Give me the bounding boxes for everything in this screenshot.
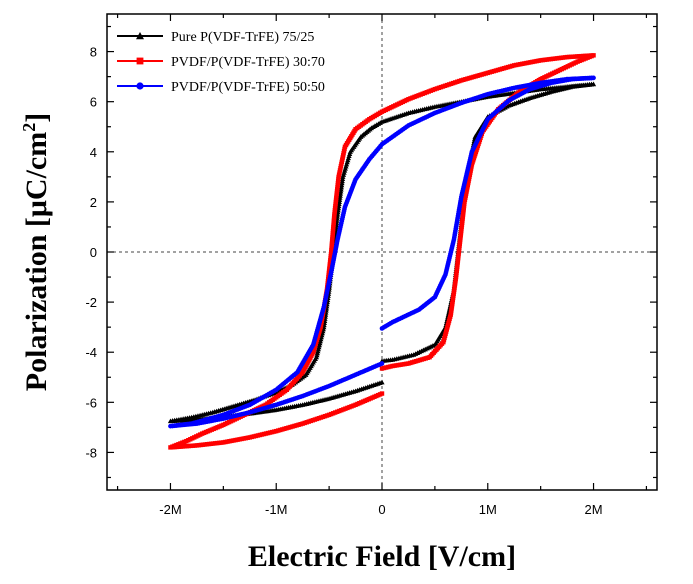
series-marker xyxy=(379,366,385,371)
y-tick-label: -8 xyxy=(85,445,97,460)
x-axis-title: Electric Field [V/cm] xyxy=(248,540,516,573)
legend-marker xyxy=(136,57,144,65)
x-tick-label: 0 xyxy=(378,502,385,517)
x-tick-label: -1M xyxy=(265,502,287,517)
y-axis-title-sup: 2 xyxy=(19,123,39,132)
legend: Pure P(VDF-TrFE) 75/25 PVDF/P(VDF-TrFE) 3… xyxy=(117,30,325,95)
x-tick-label: 2M xyxy=(585,502,603,517)
series-2 xyxy=(168,53,596,450)
y-axis-title-main: Polarization [μC/cm xyxy=(20,132,53,391)
y-axis-title: Polarization [μC/cm2] xyxy=(19,113,53,391)
x-tick-label: -2M xyxy=(159,502,181,517)
legend-label: Pure P(VDF-TrFE) 75/25 xyxy=(171,30,314,45)
y-tick-label: 6 xyxy=(90,95,97,110)
y-tick-label: -4 xyxy=(85,345,97,360)
y-tick-label: 0 xyxy=(90,245,97,260)
series-layer xyxy=(167,53,597,450)
y-tick-label: -6 xyxy=(85,395,97,410)
legend-marker xyxy=(136,32,144,40)
x-tick-label: 1M xyxy=(479,502,497,517)
legend-marker xyxy=(136,82,144,90)
legend-label: PVDF/P(VDF-TrFE) 50:50 xyxy=(171,80,325,95)
series-1 xyxy=(167,81,597,424)
legend-label: PVDF/P(VDF-TrFE) 30:70 xyxy=(171,55,325,70)
ticks-layer: -2M -1M 0 1M 2M -8 -6 -4 -2 0 2 4 6 8 xyxy=(85,14,657,517)
y-tick-label: -2 xyxy=(85,295,97,310)
reference-lines xyxy=(107,14,657,490)
series-marker xyxy=(379,326,385,331)
series-3 xyxy=(168,75,596,429)
y-tick-label: 2 xyxy=(90,195,97,210)
y-tick-label: 8 xyxy=(90,45,97,60)
y-axis-title-close: ] xyxy=(20,113,53,123)
y-tick-label: 4 xyxy=(90,145,97,160)
